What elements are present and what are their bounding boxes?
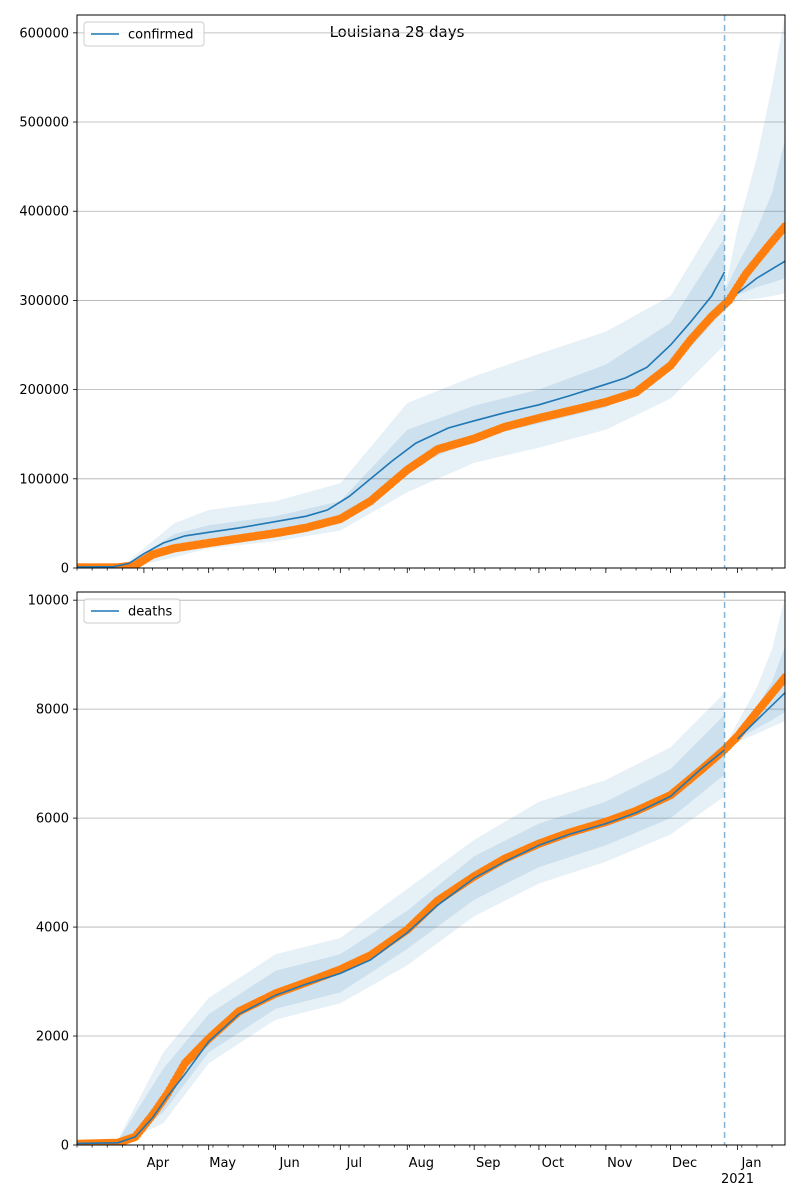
uncertainty-band-outer xyxy=(724,15,785,310)
y-tick-label: 100000 xyxy=(19,472,69,487)
x-tick-label: May xyxy=(209,1156,236,1171)
plot-area xyxy=(77,15,785,568)
legend: confirmed xyxy=(83,21,205,47)
x-tick-label: Jan xyxy=(740,1156,761,1171)
uncertainty-band-outer xyxy=(724,597,785,753)
model-line-fit xyxy=(77,271,726,568)
legend-label: confirmed xyxy=(128,28,194,43)
deaths-chart-panel: 0 2000 4000 6000 8000 10000 Apr May Jun Jul Aug Sep… xyxy=(28,591,786,1187)
x-tick-label: Jul xyxy=(345,1156,362,1171)
observed-point xyxy=(780,673,785,682)
x-tick-label: Dec xyxy=(672,1156,697,1171)
model-line-forecast xyxy=(736,692,785,740)
uncertainty-band-inner xyxy=(118,714,725,1145)
model-line-forecast xyxy=(737,260,785,294)
y-tick-label: 0 xyxy=(61,562,69,577)
y-tick-label: 500000 xyxy=(19,116,69,131)
y-tick-label: 200000 xyxy=(19,383,69,398)
observed-points xyxy=(77,222,785,568)
x-tick-label: Oct xyxy=(542,1156,564,1171)
y-tick-label: 8000 xyxy=(36,703,69,718)
y-tick-label: 4000 xyxy=(36,921,69,936)
legend-box xyxy=(83,21,205,47)
legend-label: deaths xyxy=(128,605,173,620)
y-tick-label: 2000 xyxy=(36,1030,69,1045)
y-tick-label: 300000 xyxy=(19,294,69,309)
uncertainty-band-outer xyxy=(128,206,725,568)
y-tick-label: 400000 xyxy=(19,205,69,220)
y-tick-label: 10000 xyxy=(28,594,69,609)
y-tick-label: 6000 xyxy=(36,812,69,827)
plot-area xyxy=(77,597,785,1145)
x-tick-label: Jun xyxy=(278,1156,299,1171)
uncertainty-band-inner xyxy=(724,139,785,303)
y-tick-label: 0 xyxy=(61,1139,69,1154)
confirmed-chart-panel: 0 100000 200000 300000 400000 500000 600000 con… xyxy=(19,14,786,577)
observed-point xyxy=(780,222,785,231)
x-tick-label: Sep xyxy=(476,1156,501,1171)
plot-frame xyxy=(76,591,786,1146)
legend-box xyxy=(83,598,181,624)
plot-frame xyxy=(76,14,786,569)
y-tick-label: 600000 xyxy=(19,26,69,41)
x-tick-label: Nov xyxy=(607,1156,633,1171)
x-tick-label: Apr xyxy=(147,1156,170,1171)
figure-title: Louisiana 28 days xyxy=(330,23,465,41)
x-tick-year-label: 2021 xyxy=(721,1172,754,1187)
legend: deaths xyxy=(83,598,181,624)
x-tick-label: Aug xyxy=(409,1156,434,1171)
model-line-fit xyxy=(77,749,726,1145)
